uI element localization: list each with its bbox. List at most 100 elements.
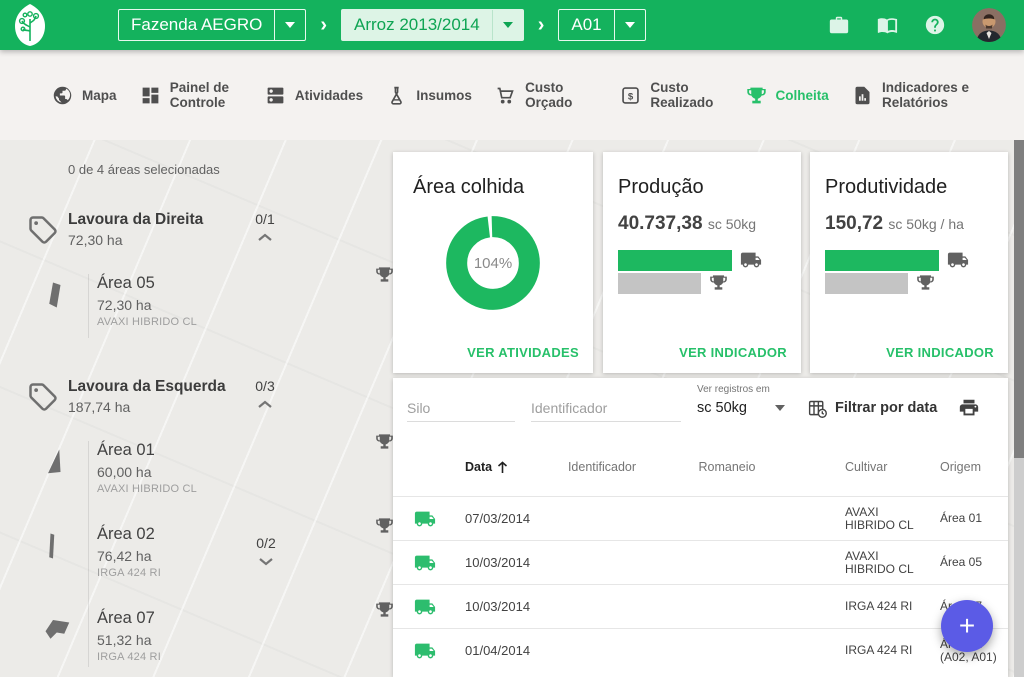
tab-indicadores-e-relatorios[interactable]: Indicadores e Relatórios	[852, 80, 972, 110]
column-header-origem: Origem	[940, 460, 981, 474]
area-toggle[interactable]: 0/2	[249, 535, 283, 571]
tab-painel-de-controle[interactable]: Painel de Controle	[140, 80, 242, 110]
group-areas: Área 01 60,00 ha AVAXI HIBRIDO CL 110,00…	[45, 425, 475, 667]
farm-select[interactable]: Fazenda AEGRO	[118, 9, 307, 41]
area-cultivar: AVAXI HIBRIDO CL	[97, 316, 197, 328]
group-header[interactable]: Lavoura da Esquerda 187,74 ha 0/3	[0, 378, 392, 415]
trophy-icon	[917, 275, 934, 290]
content-area: 0 de 4 áreas selecionadas Lavoura da Dir…	[0, 140, 1024, 677]
group-count: 0/3	[255, 378, 275, 394]
tab-atividades[interactable]: Atividades	[265, 85, 363, 106]
tab-custo-realizado[interactable]: $ Custo Realizado	[620, 80, 722, 110]
area-cultivar: IRGA 424 RI	[97, 651, 161, 663]
card-title: Produtividade	[825, 176, 948, 198]
chevron-down-icon	[249, 553, 283, 571]
lavoura-group: Lavoura da Direita 72,30 ha 0/1 Área 05 …	[0, 211, 475, 338]
breadcrumb-chevron-icon: ›	[537, 13, 545, 36]
cell-date: 10/03/2014	[465, 599, 531, 614]
unit-select-value: sc 50kg	[697, 400, 747, 416]
ver-indicador-button[interactable]: VER INDICADOR	[886, 345, 994, 360]
identifier-input[interactable]	[531, 394, 681, 422]
productivity-card: Produtividade 150,72 sc 50kg / ha VER IN…	[810, 152, 1008, 373]
aegro-leaf-logo[interactable]	[10, 3, 50, 47]
filter-by-date-label: Filtrar por data	[835, 400, 938, 416]
briefcase-icon[interactable]	[828, 14, 850, 36]
caret-down-icon	[775, 405, 785, 411]
truck-icon	[740, 252, 762, 268]
trophy-icon	[375, 518, 393, 533]
area-cultivar: AVAXI HIBRIDO CL	[97, 483, 197, 495]
tab-insumos[interactable]: Insumos	[386, 85, 472, 106]
tag-icon	[28, 215, 58, 245]
record-row[interactable]: 01/04/2014 IRGA 424 RI Área 02 (A02, A01…	[393, 628, 1008, 672]
season-select-value: Arroz 2013/2014	[354, 15, 480, 34]
records-table-header: Data Identificador Romaneio Cultivar Ori…	[393, 438, 1008, 496]
actual-bar	[618, 249, 732, 271]
productivity-bars	[825, 249, 1008, 294]
production-card: Produção 40.737,38 sc 50kg VER INDICADOR	[603, 152, 801, 373]
tab-label: Colheita	[775, 87, 829, 103]
chevron-up-icon	[248, 396, 282, 414]
area-name: Área 01	[97, 441, 155, 459]
field-shape-icon	[43, 278, 73, 312]
field-select-caret[interactable]	[613, 10, 645, 40]
tab-colheita[interactable]: Colheita	[746, 85, 829, 106]
cell-cultivar: AVAXI HIBRIDO CL	[845, 504, 914, 532]
truck-icon	[414, 508, 436, 530]
filter-by-date-button[interactable]: Filtrar por data	[807, 398, 937, 419]
help-icon[interactable]	[924, 14, 946, 36]
cell-cultivar: IRGA 424 RI	[845, 599, 913, 613]
record-row[interactable]: 07/03/2014 AVAXI HIBRIDO CL Área 01	[393, 496, 1008, 540]
area-name: Área 05	[97, 274, 155, 292]
area-item[interactable]: Área 02 76,42 ha IRGA 424 RI 0/2 80,00 s…	[49, 509, 475, 583]
trophy-icon	[375, 602, 393, 617]
book-icon[interactable]	[876, 14, 898, 36]
harvest-records-panel: Ver registros em sc 50kg Filtrar por dat…	[393, 378, 1008, 677]
group-areas: Área 05 72,30 ha AVAXI HIBRIDO CL 150,00…	[49, 258, 475, 338]
area-size: 72,30 ha	[97, 297, 152, 313]
ver-indicador-button[interactable]: VER INDICADOR	[679, 345, 787, 360]
season-select-caret[interactable]	[491, 10, 523, 40]
avatar[interactable]	[972, 8, 1006, 42]
print-icon[interactable]	[958, 397, 980, 419]
column-header-cultivar: Cultivar	[845, 460, 888, 474]
tab-label: Custo Orçado	[525, 80, 573, 110]
goal-bar	[825, 273, 908, 294]
areas-sidebar: 0 de 4 áreas selecionadas Lavoura da Dir…	[0, 140, 475, 677]
group-header[interactable]: Lavoura da Direita 72,30 ha 0/1	[0, 211, 392, 248]
tab-mapa[interactable]: Mapa	[52, 85, 117, 106]
scrollbar-thumb[interactable]	[1014, 140, 1024, 458]
flask-icon	[391, 86, 403, 105]
trophy-icon	[746, 87, 766, 103]
donut-percent: 104%	[473, 254, 513, 272]
field-select[interactable]: A01	[558, 9, 646, 41]
top-bar: Fazenda AEGRO › Arroz 2013/2014 › A01	[0, 0, 1024, 50]
season-select[interactable]: Arroz 2013/2014	[341, 9, 524, 41]
area-item[interactable]: Área 07 51,32 ha IRGA 424 RI 95,00 sc 50…	[45, 593, 475, 667]
trophy-icon	[375, 267, 393, 282]
column-header-identificador: Identificador	[567, 460, 637, 474]
harvested-area-donut: 104%	[445, 215, 541, 311]
area-size: 51,32 ha	[97, 632, 152, 648]
productivity-value: 150,72	[825, 213, 884, 234]
silo-input[interactable]	[407, 394, 515, 422]
farm-select-caret[interactable]	[274, 10, 305, 40]
area-item[interactable]: Área 05 72,30 ha AVAXI HIBRIDO CL 150,00…	[49, 258, 475, 332]
sort-arrow-up-icon	[498, 460, 508, 473]
tab-label: Insumos	[416, 87, 472, 103]
ver-atividades-button[interactable]: VER ATIVIDADES	[467, 345, 579, 360]
tab-custo-orcado[interactable]: Custo Orçado	[495, 80, 597, 110]
record-row[interactable]: 10/03/2014 AVAXI HIBRIDO CL Área 05	[393, 540, 1008, 584]
tab-label: Indicadores e Relatórios	[882, 80, 970, 110]
column-header-data[interactable]: Data	[457, 460, 547, 474]
globe-icon	[53, 86, 72, 104]
group-toggle[interactable]: 0/1	[248, 211, 282, 247]
add-record-fab[interactable]: +	[941, 600, 993, 652]
dashboard-icon	[142, 87, 159, 103]
record-row[interactable]: 10/03/2014 IRGA 424 RI Área 07	[393, 584, 1008, 628]
group-count: 0/1	[255, 211, 275, 227]
area-item[interactable]: Área 01 60,00 ha AVAXI HIBRIDO CL 110,00…	[48, 425, 475, 499]
harvested-area-card: Área colhida 104% VER ATIVIDADES	[393, 152, 593, 373]
unit-select[interactable]: Ver registros em sc 50kg	[697, 384, 785, 416]
group-toggle[interactable]: 0/3	[248, 378, 282, 414]
